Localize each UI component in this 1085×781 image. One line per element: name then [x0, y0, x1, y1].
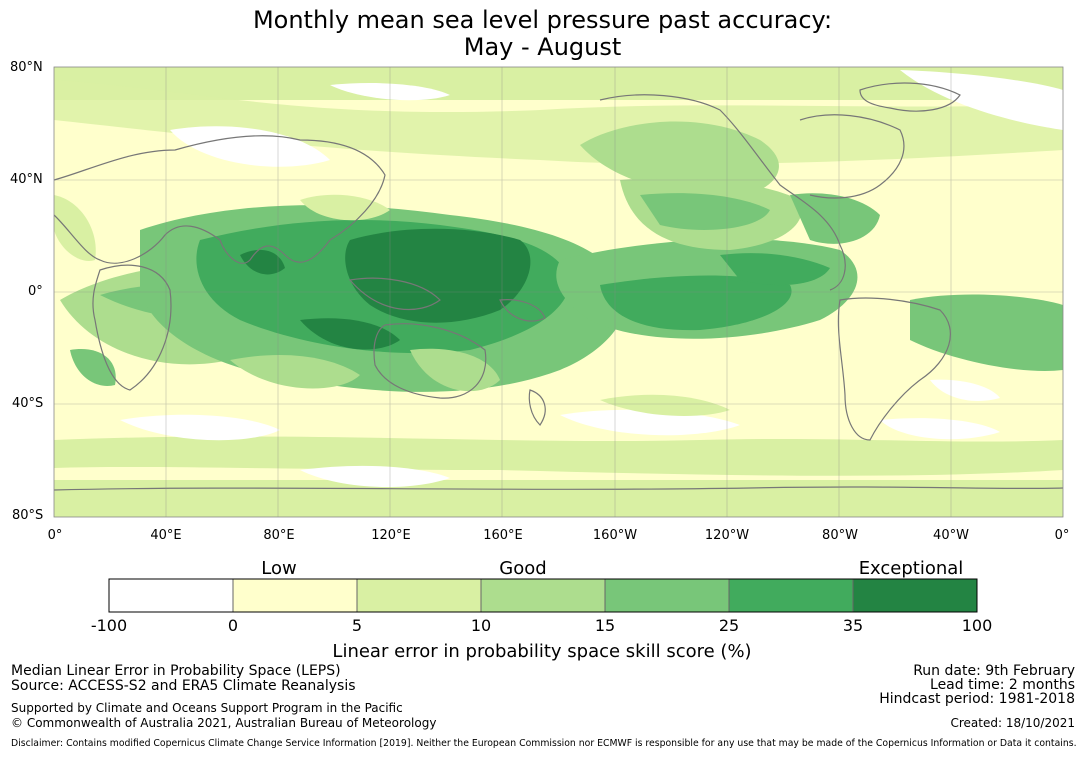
- lon-label-0-east: 0°: [1054, 528, 1070, 543]
- created-date: Created: 18/10/2021: [950, 716, 1075, 730]
- colorbar-tick: 10: [470, 616, 492, 635]
- lat-label-40s: 40°S: [12, 396, 44, 411]
- colorbar-tick: -100: [90, 616, 128, 635]
- category-low: Low: [261, 558, 297, 579]
- chart-title-line2: May - August: [463, 33, 622, 61]
- footer-source: Source: ACCESS-S2 and ERA5 Climate Reana…: [11, 678, 356, 694]
- lon-label-0: 0°: [47, 528, 63, 543]
- colorbar-tick: 100: [961, 616, 993, 635]
- colorbar: [108, 578, 978, 613]
- lat-label-80n: 80°N: [10, 60, 43, 75]
- lon-label-40e: 40°E: [150, 528, 182, 543]
- lat-label-80s: 80°S: [12, 508, 44, 523]
- lon-label-160w: 160°W: [592, 528, 638, 543]
- colorbar-tick: 0: [227, 616, 239, 635]
- colorbar-bin-0: [109, 579, 233, 612]
- colorbar-tick: 5: [351, 616, 363, 635]
- colorbar-bin-2: [357, 579, 481, 612]
- lon-label-120e: 120°E: [371, 528, 411, 543]
- colorbar-tick: 15: [594, 616, 616, 635]
- lon-label-80e: 80°E: [263, 528, 295, 543]
- map-frame: [53, 66, 1064, 518]
- colorbar-title: Linear error in probability space skill …: [332, 641, 752, 662]
- footer-support: Supported by Climate and Oceans Support …: [11, 701, 403, 715]
- lat-label-0: 0°: [28, 284, 43, 299]
- lon-label-160e: 160°E: [483, 528, 523, 543]
- colorbar-bin-5: [729, 579, 853, 612]
- colorbar-bin-1: [233, 579, 357, 612]
- category-good: Good: [499, 558, 547, 579]
- disclaimer: Disclaimer: Contains modified Copernicus…: [11, 738, 1077, 749]
- colorbar-bin-4: [605, 579, 729, 612]
- colorbar-tick: 35: [842, 616, 864, 635]
- lat-label-40n: 40°N: [10, 172, 43, 187]
- skill-regions: [54, 67, 1063, 517]
- coastlines: [54, 82, 1063, 491]
- colorbar-bin-3: [481, 579, 605, 612]
- lon-label-80w: 80°W: [822, 528, 858, 543]
- run-date: Run date: 9th February: [913, 663, 1075, 679]
- colorbar-bin-6: [853, 579, 977, 612]
- lon-label-40w: 40°W: [933, 528, 969, 543]
- chart-title-line1: Monthly mean sea level pressure past acc…: [252, 6, 833, 34]
- lead-time: Lead time: 2 months: [930, 677, 1075, 693]
- colorbar-tick: 25: [718, 616, 740, 635]
- hindcast-period: Hindcast period: 1981-2018: [879, 691, 1075, 707]
- footer-method: Median Linear Error in Probability Space…: [11, 663, 341, 679]
- footer-copyright: © Commonwealth of Australia 2021, Austra…: [11, 716, 437, 730]
- graticule: [54, 67, 1063, 517]
- lon-label-120w: 120°W: [704, 528, 750, 543]
- category-exceptional: Exceptional: [858, 558, 964, 579]
